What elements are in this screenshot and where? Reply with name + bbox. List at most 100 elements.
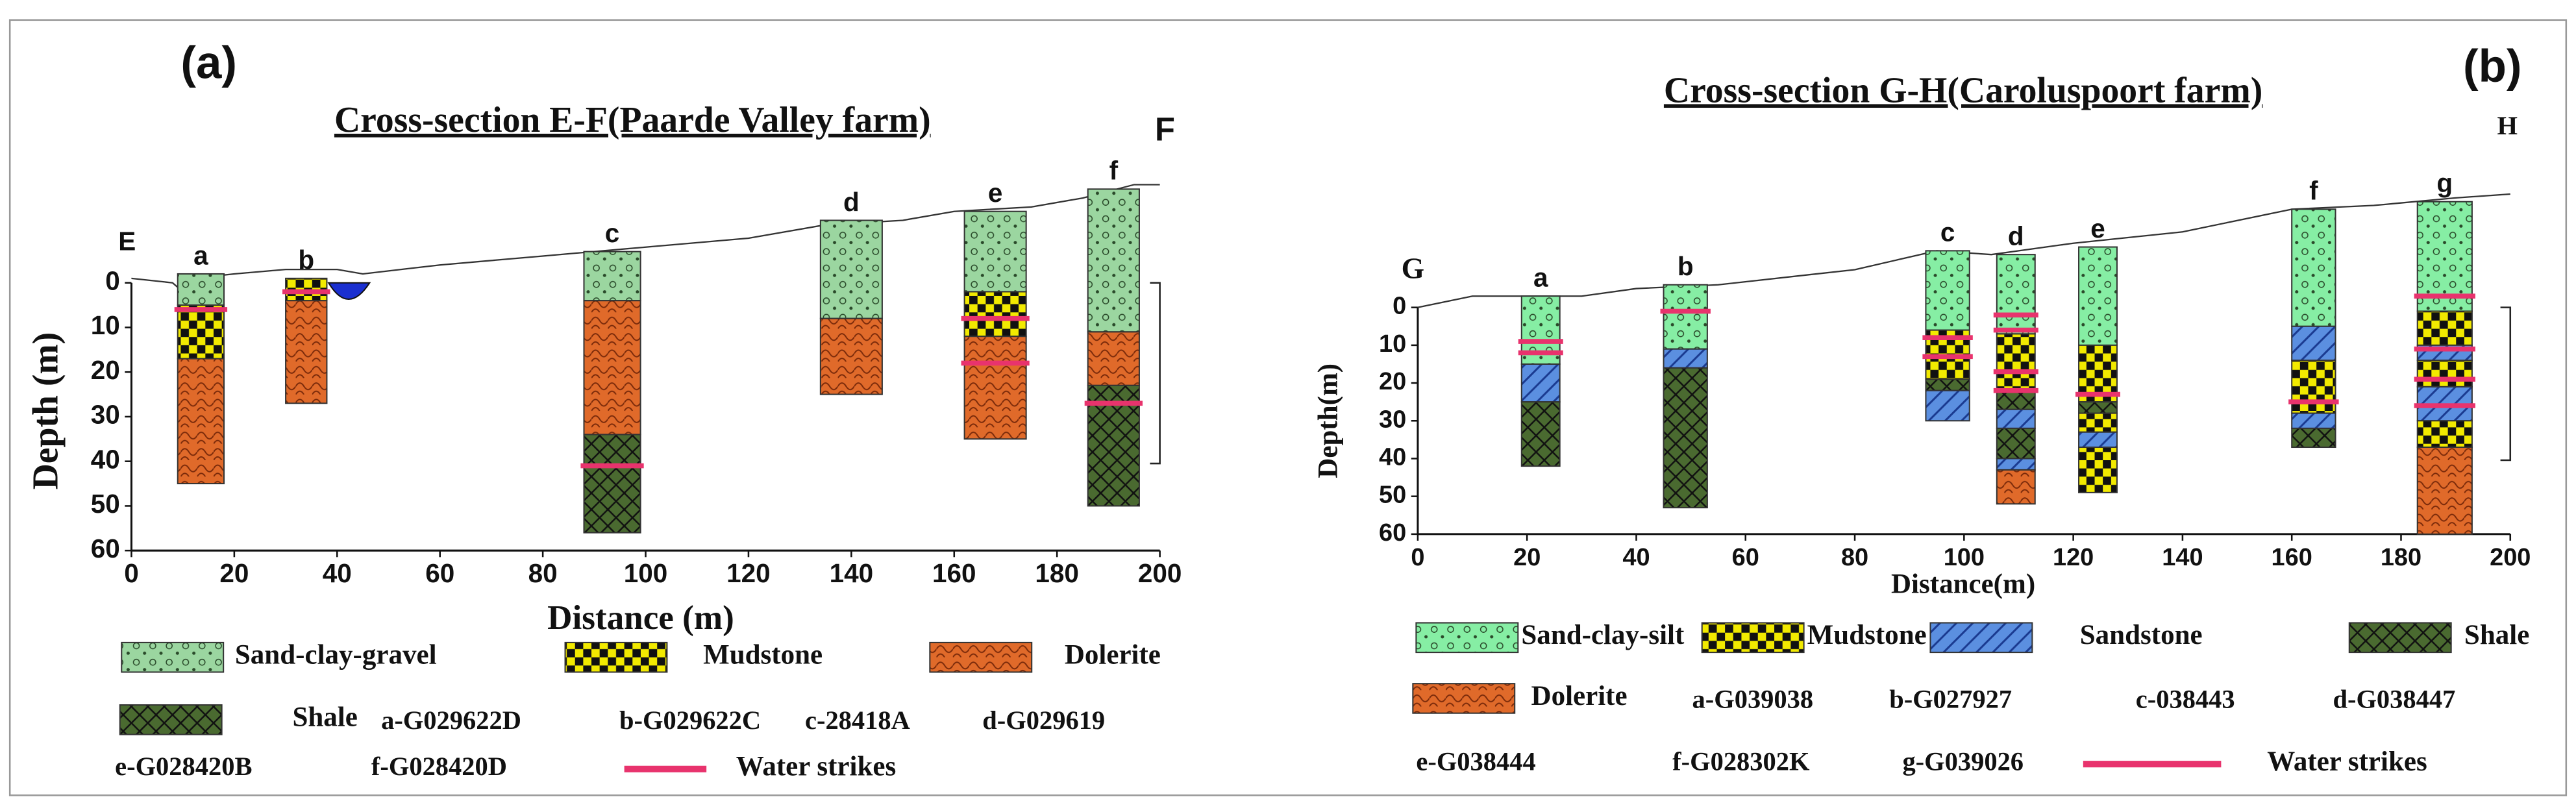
y-tick-label: 10 xyxy=(1379,330,1406,358)
rock-layer xyxy=(177,358,225,485)
x-tick-label: 40 xyxy=(1622,544,1650,571)
borehole-key: a-G039038 xyxy=(1692,684,1814,713)
borehole-key: c-28418A xyxy=(805,706,910,735)
rock-layer xyxy=(583,434,641,534)
rock-layer xyxy=(819,219,883,319)
x-tick-label: 120 xyxy=(2053,544,2094,571)
borehole-label: f xyxy=(1109,156,1119,186)
y-tick-label: 20 xyxy=(91,355,120,385)
legend-swatch xyxy=(1701,622,1805,654)
rock-layer xyxy=(2416,420,2473,449)
legend-label: Mudstone xyxy=(703,640,823,671)
y-tick-label: 20 xyxy=(1379,368,1406,395)
pond xyxy=(327,282,371,300)
rock-layer xyxy=(285,300,328,404)
borehole-key: b-G027927 xyxy=(1889,684,2012,713)
panel-label: (b) xyxy=(2463,40,2521,92)
y-tick-label: 0 xyxy=(105,265,120,295)
rock-layer xyxy=(2078,246,2118,346)
rock-layer xyxy=(2291,208,2336,327)
rock-layer xyxy=(2416,447,2473,535)
rock-layer xyxy=(819,317,883,395)
rock-layer xyxy=(1087,188,1140,333)
x-tick-label: 60 xyxy=(1732,544,1759,571)
rock-layer xyxy=(963,210,1027,293)
y-axis-label: Depth (m) xyxy=(26,332,66,490)
borehole-key: b-G029622C xyxy=(619,706,761,735)
legend-label: Dolerite xyxy=(1065,640,1161,671)
borehole-label: b xyxy=(1678,251,1694,281)
borehole-label: a xyxy=(1533,263,1548,293)
rock-layer xyxy=(963,336,1027,440)
y-tick-label: 30 xyxy=(91,400,120,430)
rock-layer xyxy=(1663,284,1708,350)
rock-layer xyxy=(1925,389,1970,422)
rock-layer xyxy=(1087,331,1140,386)
legend-water-label: Water strikes xyxy=(2267,746,2427,777)
legend-swatch xyxy=(564,641,668,673)
rock-layer xyxy=(1996,469,2036,505)
y-tick-label: 10 xyxy=(91,310,120,340)
borehole-key: g-G039026 xyxy=(1902,746,2024,776)
rock-layer xyxy=(583,300,641,436)
panel-title: Cross-section E-F(Paarde Valley farm) xyxy=(334,100,931,140)
legend-swatch xyxy=(119,704,223,735)
borehole-label: f xyxy=(2309,176,2318,206)
rock-layer xyxy=(1996,408,2036,429)
borehole-key: f-G028302K xyxy=(1672,746,1810,776)
borehole-label: a xyxy=(193,240,208,270)
y-tick-label: 50 xyxy=(91,489,120,519)
rock-layer xyxy=(177,273,225,306)
borehole-key: d-G038447 xyxy=(2333,684,2455,713)
rock-layer xyxy=(1996,458,2036,471)
y-tick-label: 40 xyxy=(1379,444,1406,471)
x-tick-label: 160 xyxy=(932,558,976,588)
rock-layer xyxy=(583,251,641,302)
rock-layer xyxy=(2078,447,2118,493)
borehole-label: d xyxy=(843,187,860,217)
y-tick-label: 60 xyxy=(1379,519,1406,547)
borehole-label: b xyxy=(298,245,314,275)
borehole-label: c xyxy=(605,218,620,248)
legend-swatch xyxy=(2348,622,2452,654)
borehole-label: e xyxy=(988,178,1003,208)
x-tick-label: 0 xyxy=(124,558,139,588)
borehole-label: d xyxy=(2008,221,2024,251)
rock-layer xyxy=(2291,412,2336,429)
bracket xyxy=(1150,282,1161,465)
section-end: H xyxy=(2497,111,2518,140)
legend-swatch xyxy=(929,641,1033,673)
rock-layer xyxy=(1663,348,1708,369)
panel-title: Cross-section G-H(Caroluspoort farm) xyxy=(1664,70,2262,110)
y-tick-label: 50 xyxy=(1379,482,1406,509)
legend-swatch xyxy=(1929,622,2033,654)
frame xyxy=(8,19,2568,796)
x-tick-label: 40 xyxy=(323,558,352,588)
panel-label: (a) xyxy=(180,37,237,88)
y-tick-label: 30 xyxy=(1379,406,1406,433)
rock-layer xyxy=(177,304,225,360)
rock-layer xyxy=(1996,427,2036,460)
x-tick-label: 140 xyxy=(830,558,874,588)
x-tick-label: 80 xyxy=(528,558,558,588)
legend-label: Shale xyxy=(292,702,357,733)
rock-layer xyxy=(1663,367,1708,509)
legend-swatch xyxy=(121,641,225,673)
borehole-label: g xyxy=(2436,168,2453,198)
rock-layer xyxy=(1996,333,2036,391)
rock-layer xyxy=(1925,378,1970,391)
x-tick-label: 200 xyxy=(2490,544,2531,571)
x-axis-label: Distance (m) xyxy=(547,599,734,637)
rock-layer xyxy=(2291,325,2336,362)
borehole-label: e xyxy=(2090,214,2105,243)
legend-label: Sandstone xyxy=(2080,620,2203,650)
legend-label: Shale xyxy=(2464,620,2529,650)
legend-swatch xyxy=(1415,622,1519,654)
rock-layer xyxy=(1996,389,2036,410)
x-tick-label: 20 xyxy=(1513,544,1541,571)
x-tick-label: 60 xyxy=(425,558,454,588)
x-tick-label: 160 xyxy=(2272,544,2312,571)
x-tick-label: 180 xyxy=(2381,544,2421,571)
legend-label: Sand-clay-gravel xyxy=(235,640,437,671)
